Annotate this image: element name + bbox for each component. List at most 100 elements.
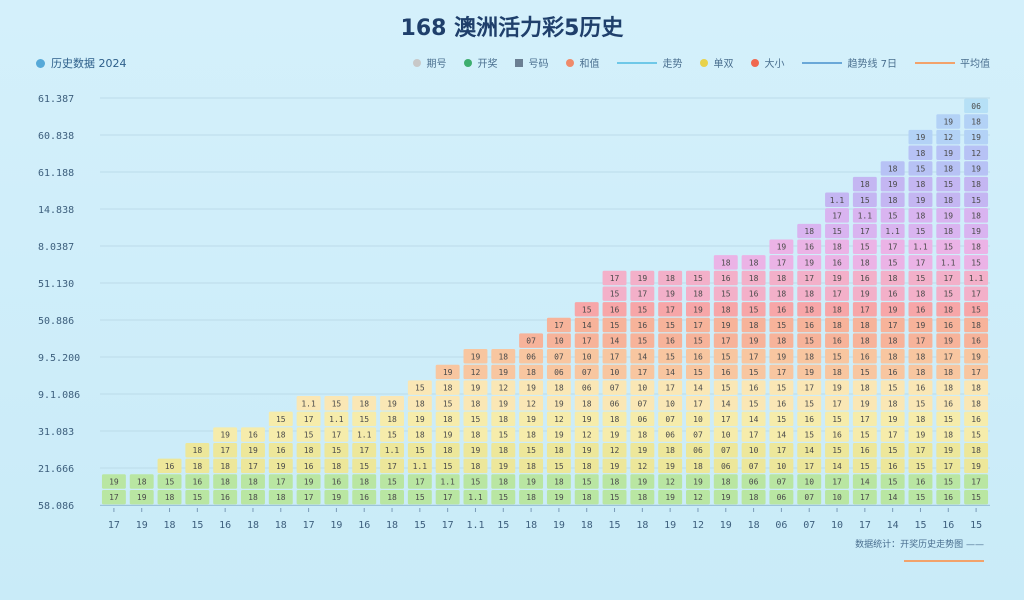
bar-cell-label: 18 (916, 211, 926, 220)
bar-cell-label: 1.1 (941, 258, 956, 267)
bar-cell-label: 19 (471, 446, 481, 455)
bar-segment (769, 286, 794, 301)
bar-cell-label: 18 (971, 399, 981, 408)
bar-segment (324, 489, 349, 505)
bar-segment (658, 333, 683, 348)
bar-segment (686, 458, 710, 474)
bar-segment (825, 333, 849, 348)
bar-segment (880, 302, 905, 317)
bar-cell-label: 18 (888, 352, 898, 361)
bar-segment (658, 364, 683, 380)
bar-segment (880, 255, 905, 270)
bar-cell-label: 15 (943, 415, 953, 424)
bar-cell-label: 16 (304, 462, 314, 471)
bar-cell-label: 19 (832, 384, 842, 393)
bar-cell-label: 17 (304, 493, 314, 502)
bar-segment (574, 396, 599, 411)
bar-segment (101, 489, 126, 505)
bar-segment (964, 286, 989, 301)
bar-segment (380, 411, 404, 427)
bar-segment (686, 349, 710, 364)
bar-cell-label: 15 (888, 211, 898, 220)
bar-segment (741, 396, 766, 411)
legend-item: 大小 (751, 55, 784, 70)
bar-segment (491, 380, 516, 395)
bar-cell-label: 18 (165, 493, 175, 502)
bar-cell-label: 15 (971, 196, 981, 205)
bar-segment (407, 396, 432, 411)
bar-segment (380, 396, 404, 411)
bar-segment (241, 442, 265, 458)
x-tick-label: 19 (720, 520, 732, 531)
bar-cell-label: 15 (415, 493, 425, 502)
bar: 18 19 12 19 18 06 07 10 17 14 15 16 15 17 19 (630, 270, 655, 505)
bar-segment (630, 286, 655, 301)
bar-cell-label: 17 (610, 352, 620, 361)
bar-segment (797, 380, 822, 395)
bar-segment (296, 489, 321, 505)
bar-cell-label: 19 (582, 415, 592, 424)
bar-cell-label: 10 (721, 431, 731, 440)
bar-cell-label: 16 (749, 384, 759, 393)
bar-cell-label: 17 (638, 368, 648, 377)
bar-segment (769, 411, 794, 427)
bar-segment (574, 380, 599, 395)
bar-cell-label: 18 (498, 478, 508, 487)
bar-segment (686, 411, 710, 427)
bar-cell-label: 12 (498, 384, 508, 393)
bar-segment (324, 427, 349, 442)
bar-segment (908, 317, 933, 333)
bar-cell-label: 19 (554, 493, 564, 502)
bar-segment (769, 333, 794, 348)
x-tick-label: 17 (108, 520, 120, 531)
bar-cell-label: 1.1 (385, 446, 400, 455)
bar-segment (463, 411, 488, 427)
bar-cell-label: 19 (610, 431, 620, 440)
bar-segment (880, 270, 905, 286)
bar-segment (936, 458, 961, 474)
bar-cell-label: 15 (665, 321, 675, 330)
bar-segment (686, 380, 710, 395)
bar-segment (546, 364, 571, 380)
bar-cell-label: 16 (220, 493, 230, 502)
bar-cell-label: 18 (971, 321, 981, 330)
bar-segment (880, 364, 905, 380)
bar-segment (546, 333, 571, 348)
bar-cell-label: 16 (193, 478, 203, 487)
bar: 17 19 16 18 15 17 1.1 (296, 396, 321, 505)
bar-segment (630, 302, 655, 317)
bar-segment (964, 349, 989, 364)
bar-cell-label: 15 (971, 305, 981, 314)
bar-cell-label: 18 (443, 446, 453, 455)
bar-cell-label: 19 (526, 478, 536, 487)
bar-cell-label: 19 (916, 431, 926, 440)
bar-segment (741, 349, 766, 364)
bar-cell-label: 06 (665, 431, 675, 440)
bar-cell-label: 15 (888, 258, 898, 267)
bar-segment (686, 302, 710, 317)
bar-segment (936, 161, 961, 176)
legend-item: 和值 (566, 55, 599, 70)
bar-cell-label: 19 (332, 493, 342, 502)
bar-cell-label: 19 (721, 321, 731, 330)
bar-segment (213, 489, 238, 505)
x-tick-label: 10 (831, 520, 843, 531)
bar-segment (713, 302, 738, 317)
bar-segment (741, 255, 766, 270)
bar-cell-label: 15 (832, 446, 842, 455)
bar-segment (241, 427, 265, 442)
bar-segment (324, 396, 349, 411)
bar-segment (352, 396, 377, 411)
bar-cell-label: 18 (582, 462, 592, 471)
legend-swatch-icon (617, 61, 658, 64)
bar-cell-label: 15 (943, 290, 953, 299)
bar-segment (630, 380, 655, 395)
x-tick-label: 18 (386, 520, 398, 531)
bar-cell-label: 15 (471, 415, 481, 424)
bar-cell-label: 18 (304, 446, 314, 455)
legend-item: 单双 (700, 55, 733, 70)
bar-segment (936, 396, 961, 411)
bar-cell-label: 10 (777, 462, 787, 471)
bar-segment (352, 411, 377, 427)
